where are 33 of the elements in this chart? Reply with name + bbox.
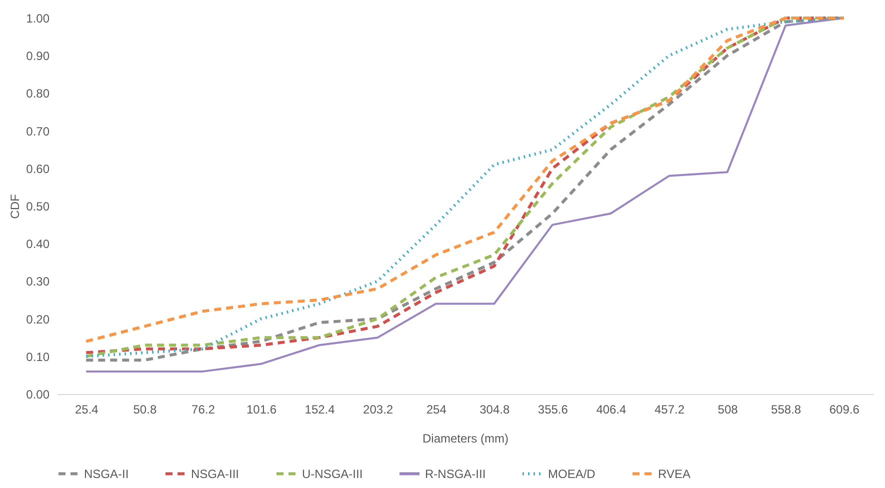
- x-tick-label: 508: [718, 402, 738, 416]
- legend-label: NSGA-III: [191, 466, 240, 481]
- legend-label: NSGA-II: [84, 466, 129, 481]
- legend-label: U-NSGA-III: [302, 466, 363, 481]
- y-tick-label: 0.40: [26, 237, 50, 252]
- x-tick-label: 203.2: [363, 402, 394, 416]
- x-tick-label: 609.6: [829, 402, 860, 416]
- legend-label: R-NSGA-III: [425, 466, 486, 481]
- y-tick-label: 0.90: [26, 49, 50, 64]
- x-tick-label: 152.4: [304, 402, 336, 416]
- y-tick-label: 0.50: [26, 200, 50, 214]
- y-tick-label: 0.60: [26, 162, 50, 176]
- y-tick-label: 0.70: [26, 124, 50, 138]
- x-tick-label: 558.8: [771, 402, 802, 416]
- y-tick-label: 0.80: [26, 86, 50, 101]
- y-axis-title: CDF: [8, 194, 22, 219]
- legend-label: RVEA: [658, 466, 690, 481]
- y-tick-label: 0.10: [26, 350, 50, 364]
- y-tick-label: 0.20: [26, 312, 50, 326]
- x-tick-label: 254: [426, 402, 447, 416]
- y-tick-label: 0.30: [26, 274, 50, 289]
- y-tick-label: 0.00: [26, 388, 50, 402]
- x-tick-label: 304.8: [480, 402, 510, 416]
- y-tick-label: 1.00: [26, 12, 50, 26]
- x-tick-label: 50.8: [133, 402, 157, 416]
- x-tick-label: 355.6: [538, 402, 568, 416]
- x-tick-label: 457.2: [654, 402, 685, 416]
- x-axis-title: Diameters (mm): [422, 432, 508, 446]
- x-tick-label: 25.4: [74, 402, 99, 416]
- x-tick-label: 76.2: [192, 402, 216, 416]
- legend-label: MOEA/D: [548, 466, 596, 481]
- x-tick-label: 406.4: [596, 402, 627, 416]
- x-tick-label: 101.6: [246, 402, 277, 416]
